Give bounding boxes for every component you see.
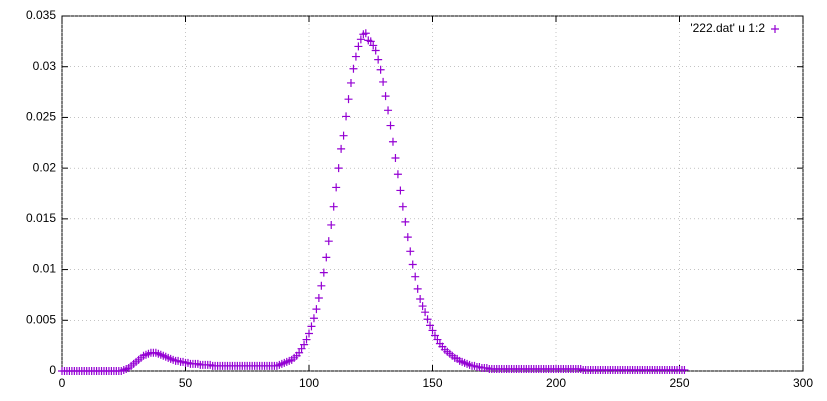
point [423,315,432,324]
point [297,344,306,353]
point [430,331,439,340]
plot-border [61,15,804,372]
legend-label: '222.dat' u 1:2 [690,21,765,35]
point [339,131,348,140]
point [349,64,358,73]
y-tick-label: 0.03 [33,59,57,73]
point [295,348,304,357]
point [312,305,321,314]
point [371,46,380,55]
point [329,202,338,211]
point [346,78,355,87]
point [366,37,375,46]
y-tick-label: 0.005 [26,312,56,326]
point [327,220,336,229]
point [356,35,365,44]
point [388,137,397,146]
x-tick-label: 250 [669,376,689,390]
point [324,237,333,246]
point [433,335,442,344]
point [302,335,311,344]
point [416,294,425,303]
point [403,233,412,242]
x-tick-label: 50 [179,376,193,390]
x-tick-label: 0 [59,376,66,390]
point [393,170,402,179]
point [344,95,353,104]
y-tick-label: 0.015 [26,211,56,225]
point [361,29,370,38]
point [314,293,323,302]
point [680,365,689,374]
point [408,260,417,269]
y-tick-label: 0 [49,363,56,377]
legend-marker [771,25,779,33]
point [376,65,385,74]
point [305,329,313,338]
point [418,302,427,311]
point [337,144,346,153]
point [421,308,430,317]
point [332,183,341,192]
point [396,186,405,195]
point [386,121,395,130]
point [319,268,328,277]
x-tick-label: 300 [793,376,813,390]
point [428,326,437,335]
y-tick-label: 0.035 [26,8,56,22]
point [351,52,360,61]
point [406,247,415,256]
point [300,340,309,349]
point [369,41,378,50]
y-tick-label: 0.025 [26,110,56,124]
x-tick-label: 150 [422,376,442,390]
point [384,106,393,115]
y-tick-label: 0.02 [33,160,57,174]
point [381,92,390,101]
point [379,77,388,86]
y-tick-label: 0.01 [33,262,57,276]
point [391,154,400,162]
point [413,284,422,293]
point [307,322,316,331]
point [342,112,351,121]
point [354,42,363,51]
point [334,164,343,173]
point [401,217,410,226]
point [426,321,435,330]
point [374,55,383,64]
x-tick-label: 200 [546,376,566,390]
point [317,281,326,290]
point [309,314,318,323]
point [322,253,331,262]
x-tick-label: 100 [299,376,319,390]
point [411,272,420,281]
point [398,202,407,211]
